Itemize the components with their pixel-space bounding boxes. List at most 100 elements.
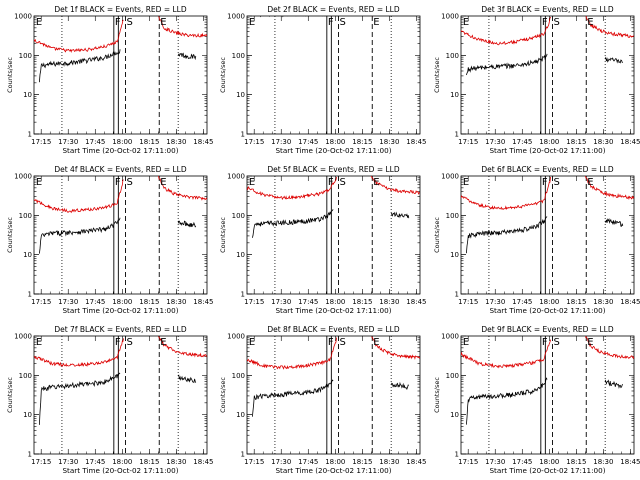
marker-label: S [127, 17, 133, 28]
x-tick-label: 18:15 [139, 138, 159, 146]
marker-label: E [160, 337, 166, 348]
y-tick-label: 1 [241, 131, 245, 139]
events-line-seg1 [177, 374, 197, 384]
x-tick-label: 18:45 [620, 458, 640, 466]
y-axis-label: Counts/sec [219, 57, 227, 93]
y-tick-label: 100 [232, 212, 245, 220]
plot-area [461, 16, 634, 134]
x-tick-label: 17:15 [31, 458, 51, 466]
panel-7: Det 7f BLACK = Events, RED = LLD 1 10 100 10… [6, 325, 213, 475]
y-axis-label: Counts/sec [6, 57, 14, 93]
plot-frame [33, 335, 208, 455]
y-tick-label: 1000 [14, 13, 32, 21]
marker-label: E [36, 17, 42, 28]
y-tick-label: 10 [23, 411, 32, 419]
lld-line-seg0 [461, 176, 551, 211]
y-axis-label: Counts/sec [6, 217, 14, 253]
y-tick-label: 10 [236, 411, 245, 419]
marker-label: F [542, 17, 548, 28]
events-line-seg0 [39, 49, 121, 83]
panel-title: Det 5f BLACK = Events, RED = LLD [267, 165, 400, 174]
x-tick-label: 17:15 [458, 138, 478, 146]
marker-label: F [115, 177, 121, 188]
x-tick-label: 17:45 [85, 298, 105, 306]
x-axis-label: Start Time (20-Oct-02 17:11:00) [276, 466, 392, 475]
y-tick-label: 1000 [14, 333, 32, 341]
plot-area [461, 176, 634, 294]
events-line-seg0 [466, 53, 548, 76]
y-axis-label: Counts/sec [433, 377, 441, 413]
y-tick-label: 100 [19, 372, 32, 380]
y-tick-label: 10 [450, 91, 459, 99]
x-tick-label: 17:45 [298, 138, 318, 146]
plot-area [247, 176, 420, 294]
x-axis-label: Start Time (20-Oct-02 17:11:00) [490, 146, 606, 155]
marker-label: E [587, 177, 593, 188]
marker-label: S [554, 337, 560, 348]
y-axis-label: Counts/sec [219, 377, 227, 413]
marker-label: F [115, 17, 121, 28]
marker-label: E [587, 17, 593, 28]
marker-label: E [160, 17, 166, 28]
x-axis-label: Start Time (20-Oct-02 17:11:00) [276, 146, 392, 155]
x-tick-label: 18:00 [539, 458, 559, 466]
x-tick-label: 18:15 [352, 298, 372, 306]
events-line-seg1 [177, 220, 197, 228]
x-tick-label: 18:15 [352, 458, 372, 466]
x-tick-label: 17:30 [485, 458, 505, 466]
x-tick-label: 17:45 [512, 298, 532, 306]
y-axis-label: Counts/sec [219, 217, 227, 253]
x-tick-label: 18:30 [379, 458, 399, 466]
marker-label: F [115, 337, 121, 348]
x-tick-label: 17:15 [458, 298, 478, 306]
marker-label: F [542, 337, 548, 348]
y-tick-label: 1000 [227, 13, 245, 21]
events-line-seg1 [604, 56, 623, 64]
x-axis-label: Start Time (20-Oct-02 17:11:00) [490, 306, 606, 315]
x-axis-label: Start Time (20-Oct-02 17:11:00) [276, 306, 392, 315]
y-tick-label: 1 [28, 131, 32, 139]
x-tick-label: 17:15 [244, 138, 264, 146]
panel-title: Det 4f BLACK = Events, RED = LLD [54, 165, 187, 174]
y-tick-label: 10 [236, 91, 245, 99]
plot-frame [460, 335, 635, 455]
panel-6: Det 6f BLACK = Events, RED = LLD 1 10 100 10… [433, 165, 640, 315]
x-tick-label: 18:15 [566, 458, 586, 466]
marker-label: E [463, 177, 469, 188]
lld-line-seg0 [461, 339, 551, 369]
marker-label: S [340, 177, 346, 188]
y-axis-label: Counts/sec [433, 217, 441, 253]
events-line-seg1 [390, 211, 410, 219]
events-line-seg0 [252, 209, 334, 238]
y-tick-label: 1 [241, 291, 245, 299]
x-tick-label: 17:15 [31, 298, 51, 306]
x-tick-label: 17:30 [271, 458, 291, 466]
y-tick-label: 1000 [227, 333, 245, 341]
x-tick-label: 18:30 [166, 458, 186, 466]
x-tick-label: 18:45 [406, 298, 426, 306]
x-tick-label: 17:30 [485, 298, 505, 306]
x-axis-label: Start Time (20-Oct-02 17:11:00) [63, 306, 179, 315]
events-line-seg0 [466, 377, 548, 425]
lld-line-seg1 [158, 16, 207, 38]
x-tick-label: 18:45 [406, 458, 426, 466]
marker-label: E [463, 17, 469, 28]
plot-area [34, 16, 207, 134]
lld-line-seg1 [584, 336, 634, 360]
plot-frame [246, 335, 421, 455]
plot-frame [460, 15, 635, 135]
y-tick-label: 1000 [227, 173, 245, 181]
lld-line-seg1 [158, 176, 207, 201]
panel-4: Det 4f BLACK = Events, RED = LLD 1 10 100 10… [6, 165, 213, 315]
x-axis-label: Start Time (20-Oct-02 17:11:00) [63, 466, 179, 475]
panel-1: Det 1f BLACK = Events, RED = LLD 1 10 100 10… [6, 5, 213, 155]
panel-title: Det 3f BLACK = Events, RED = LLD [481, 5, 614, 14]
lld-line-seg0 [34, 338, 124, 368]
marker-label: E [373, 337, 379, 348]
y-tick-label: 100 [232, 372, 245, 380]
lld-line-seg1 [371, 336, 420, 360]
plot-frame [33, 175, 208, 295]
y-tick-label: 100 [19, 52, 32, 60]
x-tick-label: 18:45 [620, 298, 640, 306]
